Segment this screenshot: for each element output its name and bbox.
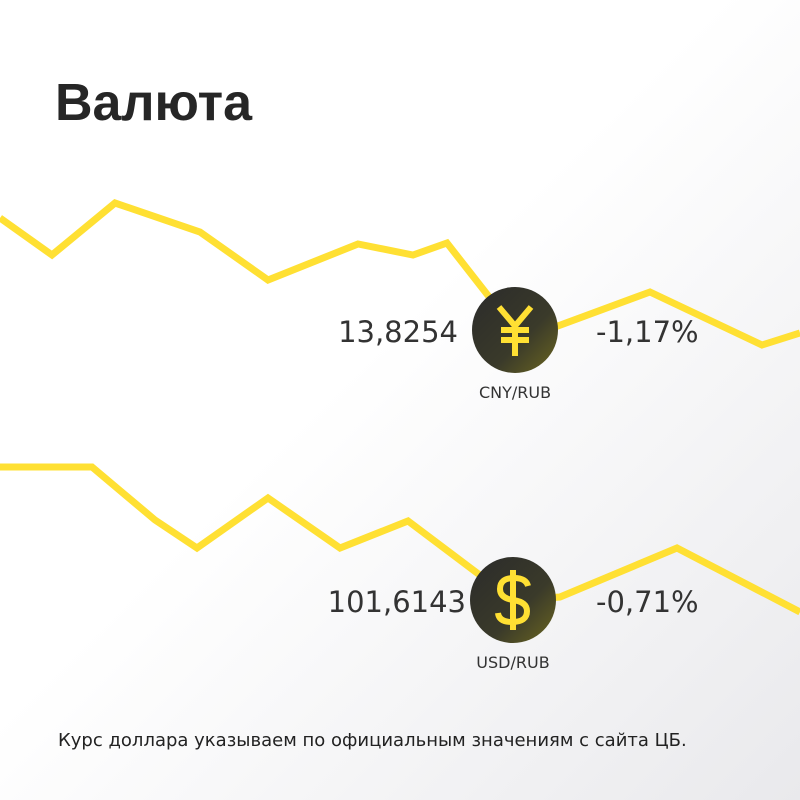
rate-change: -1,17% [596,315,699,349]
usd-coin [470,557,556,643]
rate-value: 13,8254 [338,315,458,349]
title: Валюта [55,74,253,132]
cny-coin [472,287,558,373]
trend-line [0,463,800,616]
trend-line [0,199,800,349]
footnote: Курс доллара указываем по официальным зн… [58,730,687,751]
currency-pair: USD/RUB [476,653,549,672]
rate-value: 101,6143 [328,585,466,619]
rate-change: -0,71% [596,585,699,619]
currency-pair: CNY/RUB [479,383,551,402]
